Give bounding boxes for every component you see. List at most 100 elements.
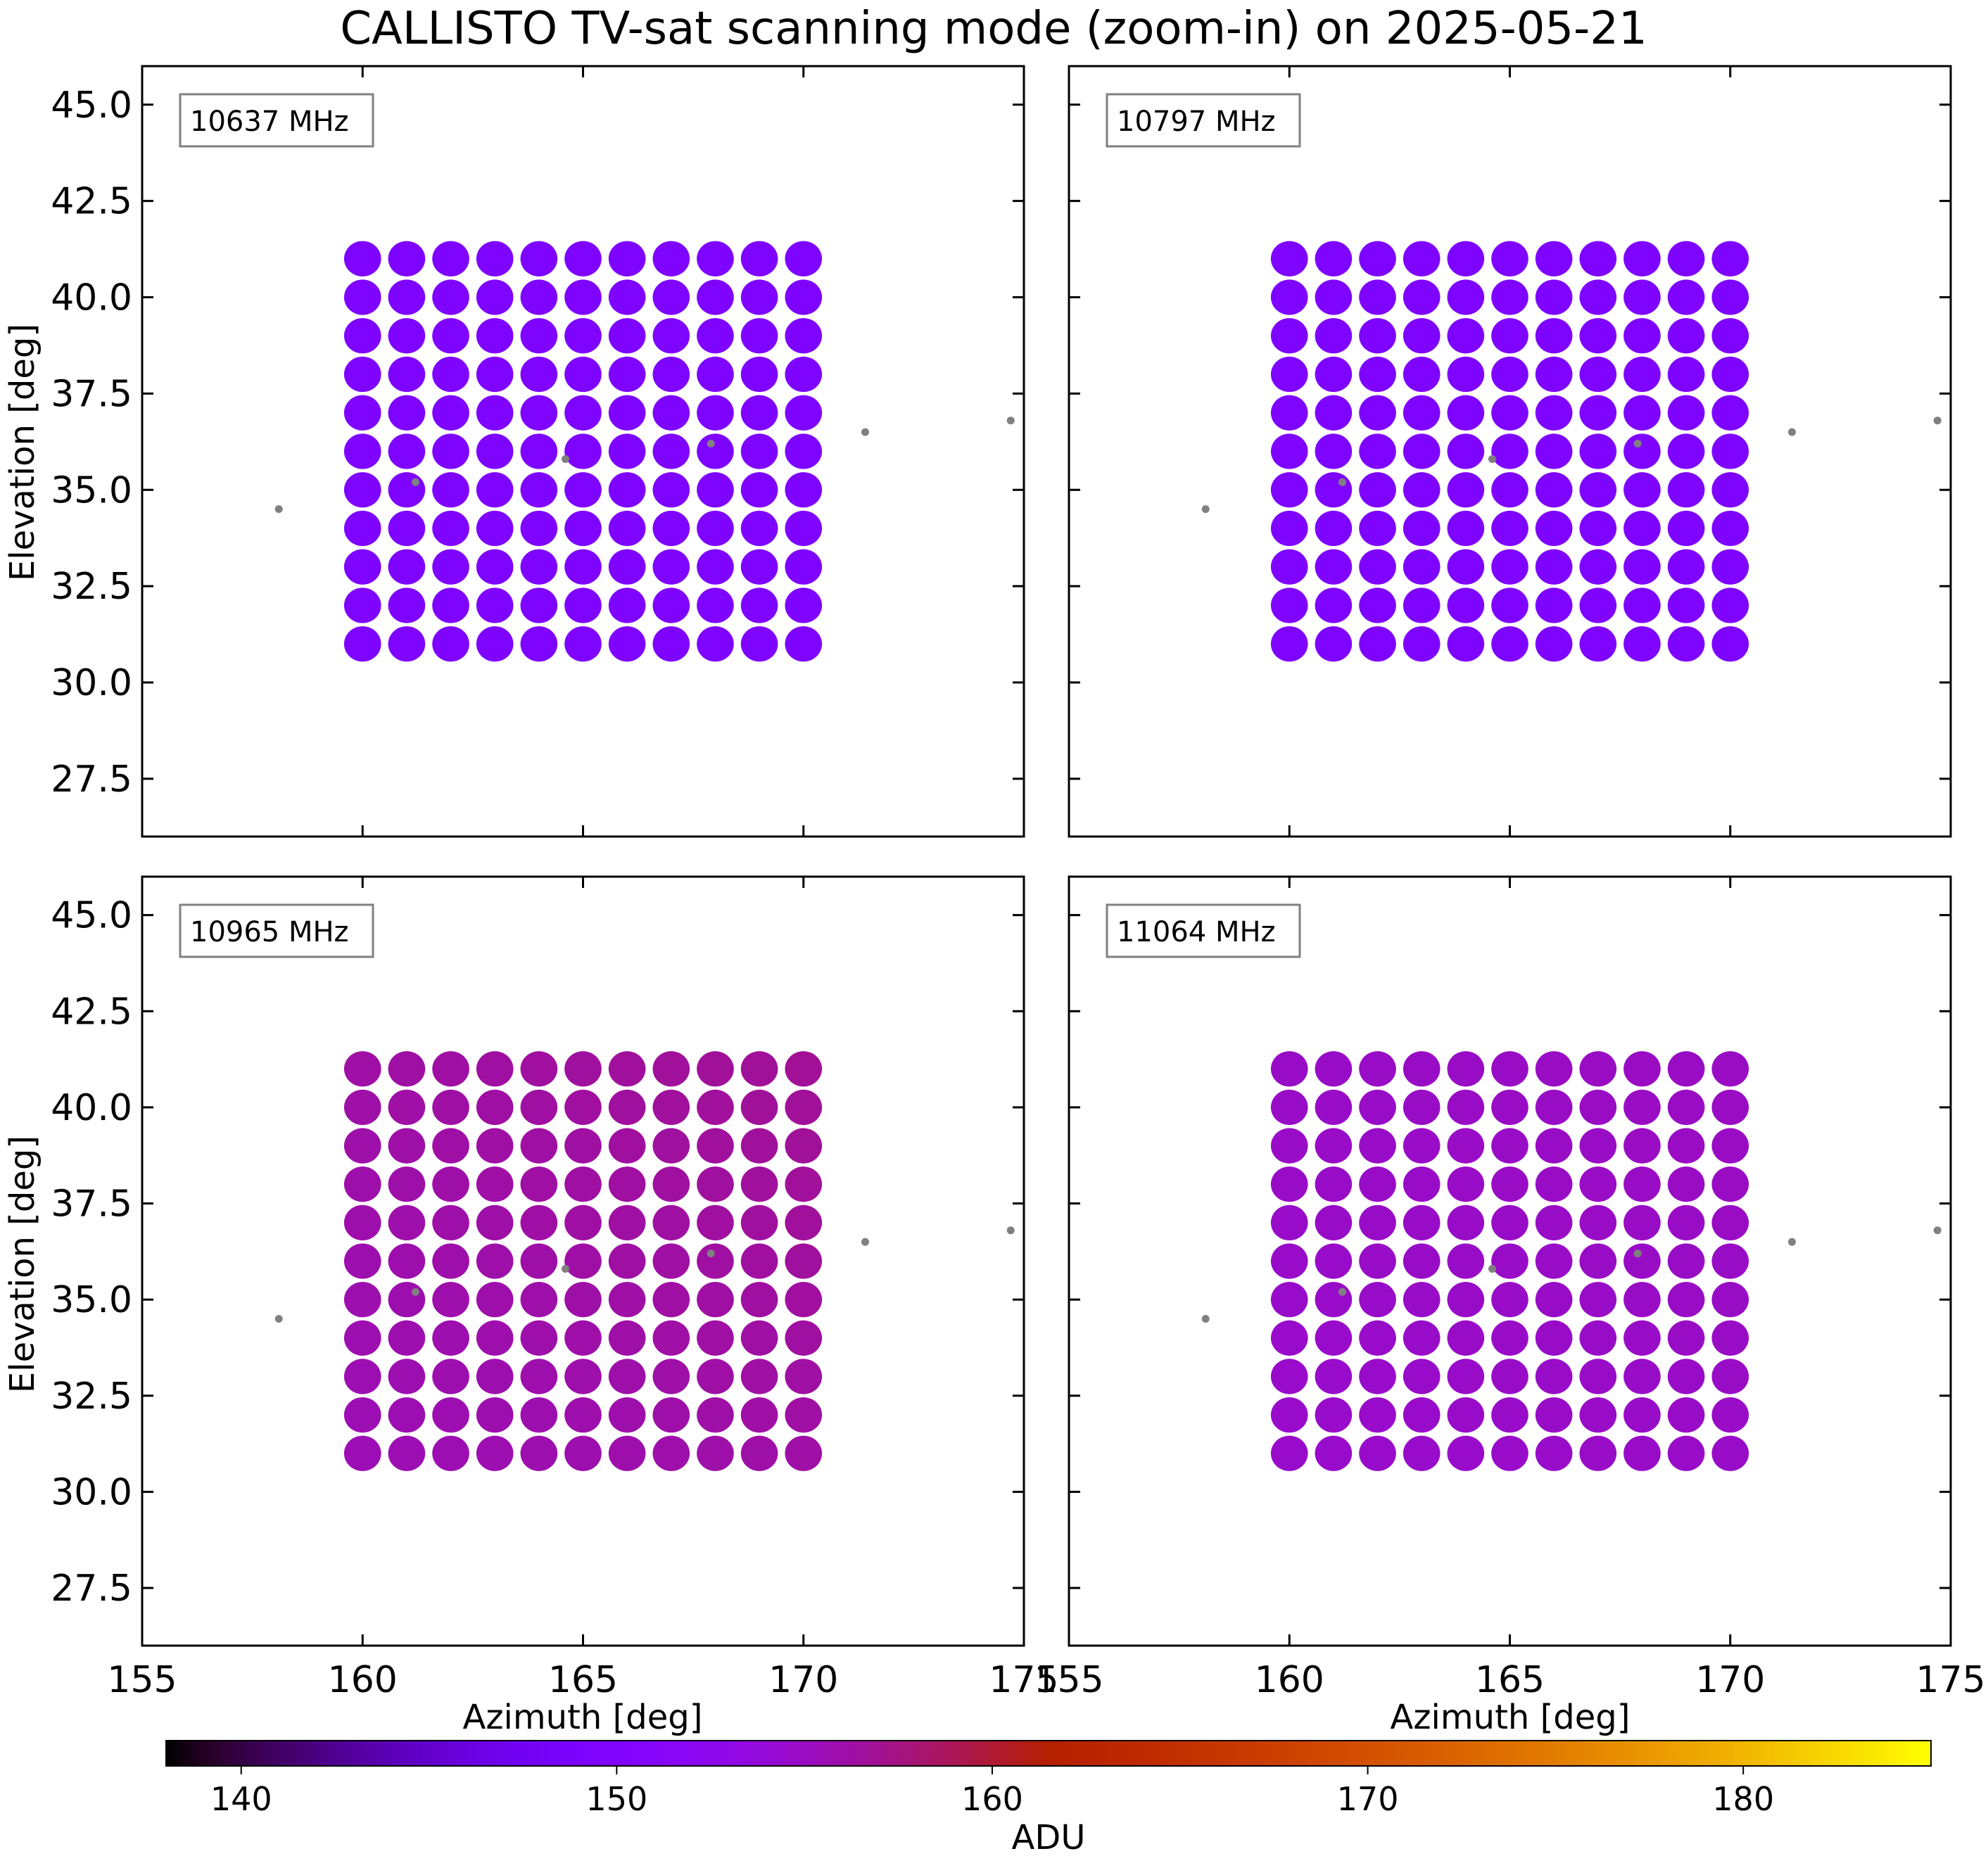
- scan-point: [520, 587, 558, 623]
- scan-point: [476, 510, 514, 547]
- scan-point: [1535, 433, 1573, 469]
- scan-point: [1623, 433, 1661, 469]
- scan-point: [432, 1205, 469, 1240]
- scan-point: [1535, 318, 1573, 354]
- scan-point: [1579, 1243, 1617, 1279]
- scan-point: [520, 626, 558, 662]
- scan-point: [1491, 1089, 1528, 1126]
- frequency-badge: [179, 93, 374, 148]
- scan-point: [1403, 1089, 1441, 1126]
- scan-point: [388, 1282, 426, 1318]
- x-tick-label: 175: [1916, 1659, 1985, 1701]
- scan-point: [432, 279, 469, 315]
- scan-point: [1711, 587, 1749, 623]
- scan-point: [608, 433, 646, 469]
- scan-point: [608, 1243, 646, 1279]
- scan-point: [1711, 1243, 1749, 1279]
- scan-point: [1359, 279, 1396, 315]
- y-tick-label: 37.5: [51, 1183, 132, 1226]
- scan-point: [1491, 1205, 1528, 1240]
- scan-point: [1359, 356, 1396, 393]
- scan-point: [520, 395, 558, 431]
- scan-point: [740, 395, 778, 431]
- scan-point: [1359, 587, 1396, 623]
- scan-point: [652, 549, 690, 585]
- scan-point: [1270, 1167, 1308, 1202]
- scan-point: [1491, 318, 1528, 354]
- scan-point: [1403, 1320, 1441, 1356]
- scan-point: [388, 1397, 426, 1433]
- scan-point: [1491, 510, 1528, 547]
- y-tick-label: 35.0: [51, 1279, 132, 1321]
- scan-point: [1623, 1243, 1661, 1279]
- scan-point: [740, 1359, 778, 1394]
- scan-point: [1315, 1320, 1353, 1356]
- scan-point: [343, 356, 381, 393]
- scan-point: [388, 1359, 426, 1394]
- scan-point: [652, 279, 690, 315]
- scan-point: [740, 587, 778, 623]
- scan-point: [740, 1320, 778, 1356]
- scan-point: [1535, 1051, 1573, 1087]
- y-tick-label: 45.0: [51, 895, 132, 937]
- scan-point: [1491, 1435, 1528, 1471]
- scan-point: [608, 626, 646, 662]
- scan-point: [1491, 433, 1528, 469]
- scan-point: [697, 1051, 734, 1087]
- scan-point: [388, 1089, 426, 1126]
- scan-point: [432, 1397, 469, 1433]
- scan-point: [608, 549, 646, 585]
- scan-point: [1359, 1320, 1396, 1356]
- x-tick-label: 175: [989, 1659, 1058, 1701]
- scan-point: [652, 433, 690, 469]
- scan-point: [1711, 1435, 1749, 1471]
- scan-point: [1315, 510, 1353, 547]
- scan-point: [785, 1089, 823, 1126]
- scan-point: [1270, 433, 1308, 469]
- scan-point: [785, 318, 823, 354]
- scan-point: [652, 318, 690, 354]
- scan-point: [1403, 1128, 1441, 1164]
- scan-point: [1359, 1089, 1396, 1126]
- scan-point: [1667, 1167, 1705, 1202]
- scan-point: [652, 1205, 690, 1240]
- scan-point: [476, 279, 514, 315]
- scan-point: [432, 433, 469, 469]
- scan-point: [785, 510, 823, 547]
- scan-point: [1359, 549, 1396, 585]
- satellite-marker: [1787, 1238, 1796, 1246]
- satellite-marker: [1006, 1226, 1015, 1235]
- scan-point: [1623, 395, 1661, 431]
- scan-point: [652, 1051, 690, 1087]
- scan-point: [740, 510, 778, 547]
- scan-point: [1491, 549, 1528, 585]
- scan-point: [785, 1128, 823, 1164]
- scan-point: [1491, 395, 1528, 431]
- scan-point: [652, 1435, 690, 1471]
- scan-point: [432, 626, 469, 662]
- scan-point: [1403, 241, 1441, 277]
- scan-point: [476, 1243, 514, 1279]
- scan-point: [1491, 1397, 1528, 1433]
- scan-point: [432, 549, 469, 585]
- scan-point: [697, 626, 734, 662]
- scan-point: [1667, 1243, 1705, 1279]
- scan-point: [388, 1205, 426, 1240]
- scan-point: [1447, 1435, 1485, 1471]
- y-tick-label: 40.0: [51, 277, 132, 319]
- scan-point: [388, 549, 426, 585]
- scan-point: [1579, 1051, 1617, 1087]
- scan-point: [1711, 279, 1749, 315]
- scan-point: [476, 1167, 514, 1202]
- scan-point: [608, 1205, 646, 1240]
- scan-point: [1315, 1051, 1353, 1087]
- scan-point: [520, 1435, 558, 1471]
- scan-point: [564, 1320, 602, 1356]
- scan-point: [608, 279, 646, 315]
- scan-point: [1535, 472, 1573, 508]
- scan-point: [652, 356, 690, 393]
- satellite-marker: [1201, 1314, 1210, 1323]
- scan-point: [343, 1089, 381, 1126]
- scan-point: [1447, 626, 1485, 662]
- colorbar-ticks: 140 150 160 170 180: [210, 1766, 1774, 1818]
